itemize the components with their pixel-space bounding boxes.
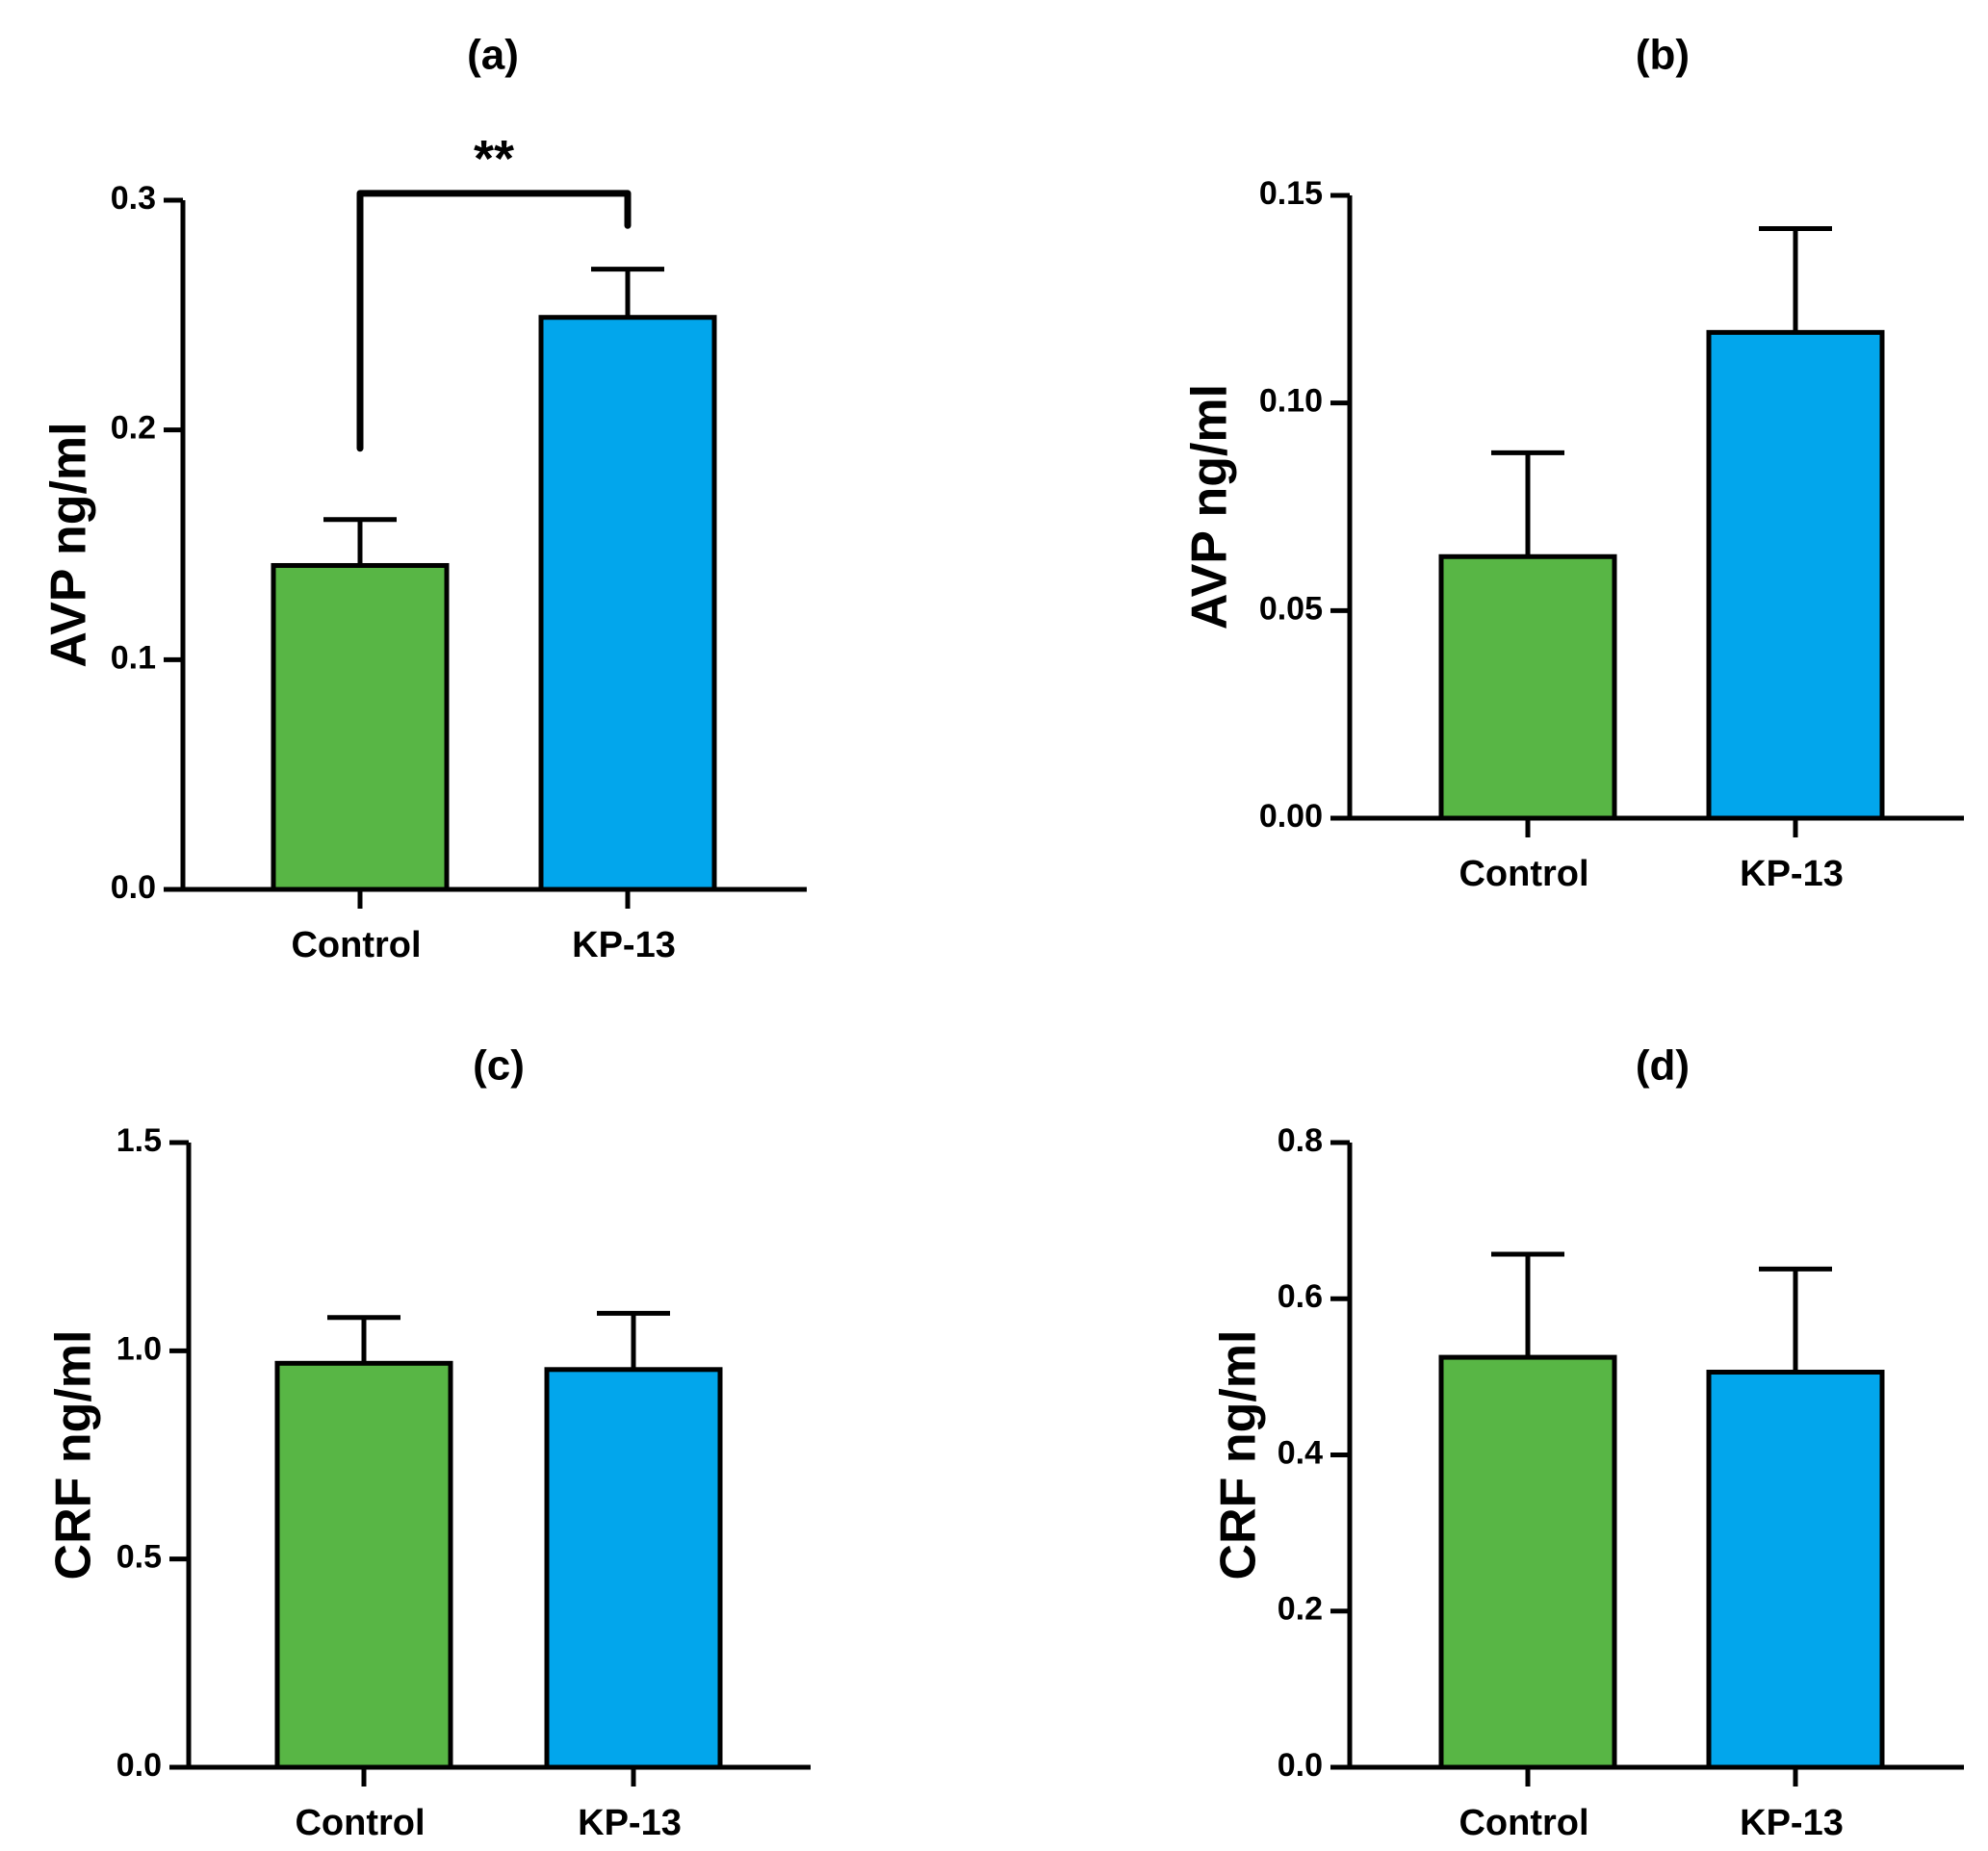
y-tick-label: 0.00 [1259, 798, 1323, 835]
y-tick-label: 0.3 [111, 180, 156, 217]
y-tick-label: 0.0 [1278, 1747, 1323, 1784]
x-tick-label: KP-13 [572, 925, 676, 965]
x-tick-label: KP-13 [578, 1803, 682, 1843]
bar-control [1438, 1354, 1617, 1770]
x-tick-label: KP-13 [1740, 1803, 1844, 1843]
chart-title: (c) [473, 1042, 525, 1090]
y-tick-label: 0.0 [111, 869, 156, 906]
y-tick-label: 0.10 [1259, 383, 1323, 420]
chart-title: (a) [467, 32, 519, 79]
chart-panel-4: (d) CRF ng/ml 0.0 0.2 0.4 0.6 0.8 Control KP-13 [1211, 1042, 1964, 1843]
x-tick-label: KP-13 [1740, 854, 1844, 894]
y-tick-label: 0.5 [116, 1539, 162, 1576]
y-axis-label: CRF ng/ml [1211, 1330, 1267, 1581]
significance-label: ** [474, 130, 514, 188]
bar-kp-13 [538, 315, 717, 892]
x-tick-label: Control [295, 1803, 425, 1843]
bar-control [274, 1360, 453, 1770]
x-tick-label: Control [1459, 1803, 1588, 1843]
y-tick-label: 1.0 [116, 1330, 162, 1367]
y-tick-label: 0.4 [1278, 1434, 1323, 1471]
y-tick-label: 0.15 [1259, 175, 1323, 212]
y-tick-label: 1.5 [116, 1122, 162, 1159]
bar-control [1438, 553, 1617, 821]
x-tick-label: Control [1459, 854, 1588, 894]
bar-control [271, 562, 450, 892]
significance-bracket [356, 190, 632, 452]
y-tick-label: 0.0 [116, 1747, 162, 1784]
chart-panel-3: (c) CRF ng/ml 0.0 0.5 1.0 1.5 Control KP-13 [46, 1042, 811, 1843]
chart-title: (d) [1636, 1042, 1690, 1090]
bar-kp-13 [1706, 329, 1885, 821]
y-axis-label: AVP ng/ml [1182, 384, 1238, 630]
y-tick-label: 0.2 [1278, 1591, 1323, 1628]
chart-title: (b) [1636, 32, 1690, 79]
y-tick-label: 0.8 [1278, 1122, 1323, 1159]
bar-kp-13 [1706, 1370, 1885, 1770]
chart-panel-2: (b) AVP ng/ml 0.00 0.05 0.10 0.15 Control KP-13 [1182, 32, 1964, 894]
x-tick-label: Control [291, 925, 421, 965]
y-axis-label: CRF ng/ml [46, 1330, 102, 1581]
bar-kp-13 [544, 1367, 723, 1770]
y-tick-label: 0.1 [111, 639, 156, 676]
y-tick-label: 0.05 [1259, 590, 1323, 627]
y-axis-label: AVP ng/ml [41, 422, 97, 667]
y-tick-label: 0.2 [111, 410, 156, 447]
chart-panel-1: (a) AVP ng/ml 0.0 0.1 0.2 0.3 Control KP-13 ** [41, 32, 807, 965]
y-tick-label: 0.6 [1278, 1278, 1323, 1315]
